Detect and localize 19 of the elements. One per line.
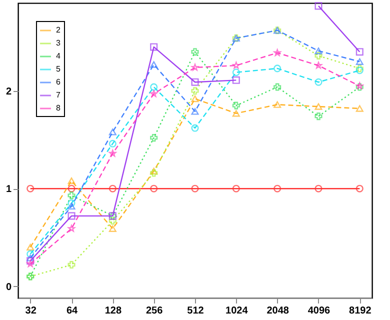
x-tick-label: 1024 — [226, 306, 248, 316]
x-tick-label: 64 — [66, 306, 78, 316]
x-tick-label: 512 — [187, 306, 204, 316]
x-tick-label: 8192 — [349, 306, 372, 316]
legend-label: 2 — [56, 26, 61, 34]
y-tick-label: 2 — [6, 86, 12, 98]
legend-label: 6 — [56, 78, 61, 86]
y-tick-label: 0 — [6, 282, 12, 293]
x-tick-label: 256 — [146, 306, 164, 316]
legend-label: 8 — [56, 104, 61, 112]
x-tick-label: 2048 — [266, 306, 290, 316]
legend-label: 3 — [56, 38, 61, 48]
x-tick-label: 32 — [25, 306, 37, 316]
legend-label: 7 — [56, 90, 61, 100]
x-tick-label: 4096 — [308, 306, 331, 316]
y-tick-label: 1 — [6, 184, 12, 196]
x-tick-label: 128 — [104, 306, 122, 316]
legend-label: 4 — [56, 52, 61, 60]
legend-label: 5 — [56, 64, 61, 74]
